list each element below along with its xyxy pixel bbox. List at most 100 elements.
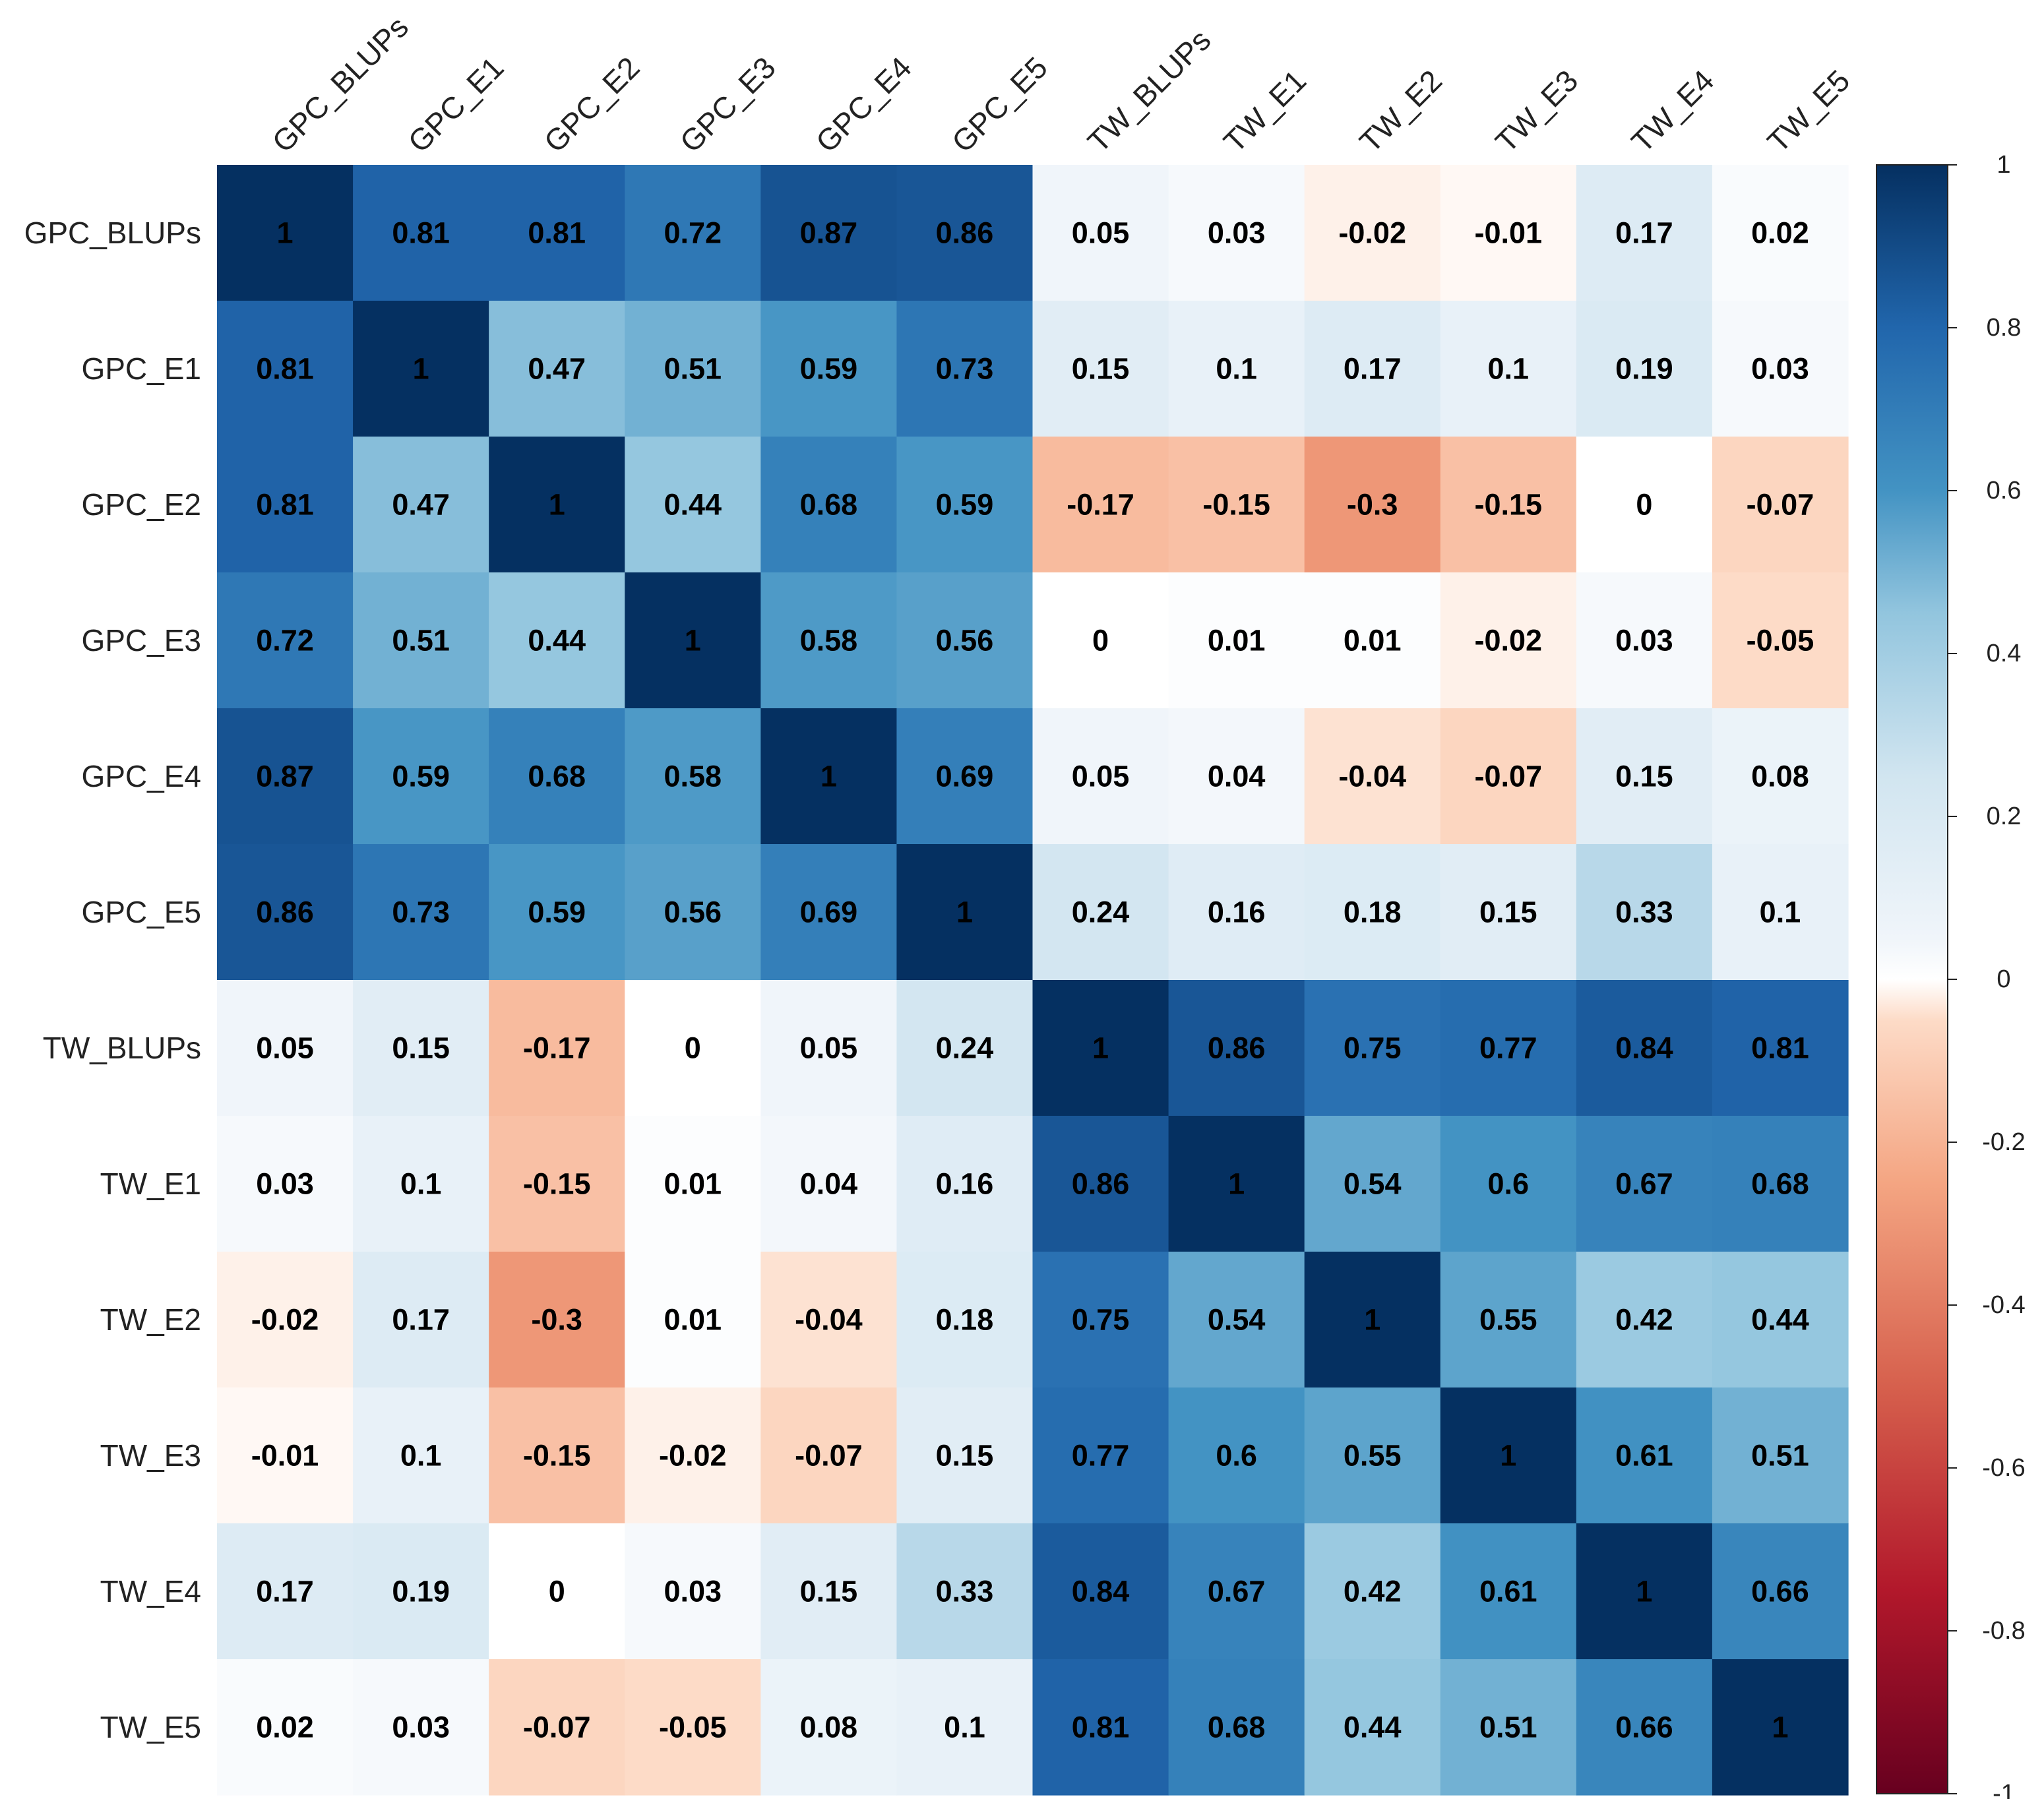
heatmap-cell [625,1387,761,1524]
heatmap-cell [1168,1523,1305,1660]
heatmap-cell [1712,572,1849,709]
heatmap-cell [1440,844,1577,981]
heatmap-cell-values: 1 0.81 0.81 0.72 0.87 0.86 0.05 0.03 -0.02 -0.01 0… [251,216,1814,1744]
cell-value-label: 0.59 [936,488,994,522]
heatmap-cell [1168,1659,1305,1796]
heatmap-cell [1576,844,1713,981]
heatmap-cell [1032,437,1169,573]
heatmap-cell [896,1659,1034,1796]
row-label: GPC_E1 [81,351,201,386]
heatmap-cell [1712,1252,1849,1388]
cell-value-label: 1 [549,488,565,522]
heatmap-cell [489,1116,625,1252]
heatmap-cell [353,572,489,709]
heatmap-cell [1168,165,1305,301]
cell-value-label: 0.01 [1344,624,1402,657]
cell-value-label: 0.33 [936,1575,994,1608]
cell-value-label: 1 [413,352,429,386]
heatmap-cell [1032,165,1169,301]
cell-value-label: 0.03 [1751,352,1809,386]
cell-value-label: 1 [1228,1167,1245,1201]
heatmap-cell [353,1659,489,1796]
cell-value-label: -0.01 [251,1439,319,1473]
cell-value-label: 0.08 [1751,760,1809,793]
column-label: TW_E4 [1625,63,1720,159]
heatmap-cell [353,1252,489,1388]
colorbar-tick-label: 0.4 [1987,640,2022,667]
heatmap-cell [353,1387,489,1524]
cell-value-label: 0.6 [1216,1439,1257,1473]
heatmap-cell [1304,1659,1441,1796]
colorbar-tick-label: -1 [1993,1780,2015,1799]
heatmap-cell [1712,980,1849,1116]
heatmap-cell [489,980,625,1116]
cell-value-label: -0.15 [523,1167,591,1201]
heatmap-cell [896,1523,1034,1660]
column-label: GPC_E1 [401,50,510,159]
cell-value-label: 0.17 [256,1575,314,1608]
heatmap-cell [353,980,489,1116]
heatmap-cell [1576,980,1713,1116]
cell-value-label: 0.66 [1615,1711,1673,1744]
heatmap-cell [353,165,489,301]
heatmap-cell [1440,980,1577,1116]
cell-value-label: 0.1 [1216,352,1257,386]
cell-value-label: 0.1 [1760,896,1801,929]
cell-value-label: -0.15 [1202,488,1270,522]
heatmap-cell [353,1116,489,1252]
colorbar-tick-label: -0.6 [1982,1454,2025,1482]
heatmap-cell [1304,844,1441,981]
cell-value-label: -0.02 [251,1303,319,1337]
heatmap-cell [625,708,761,845]
cell-value-label: 0.15 [1615,760,1673,793]
row-label: GPC_E4 [81,759,201,793]
heatmap-cell [1168,708,1305,845]
cell-value-label: 0.87 [256,760,314,793]
heatmap-cell [625,165,761,301]
heatmap-cell [760,437,898,573]
heatmap-cell [1576,1387,1713,1524]
heatmap-cell [1304,980,1441,1116]
column-label: GPC_E4 [809,50,918,159]
heatmap-cell [1304,572,1441,709]
heatmap-cell [1440,165,1577,301]
heatmap-cell [625,1659,761,1796]
cell-value-label: 0.67 [1208,1575,1266,1608]
cell-value-label: 0.17 [1344,352,1402,386]
cell-value-label: -0.07 [523,1711,591,1744]
cell-value-label: 0.81 [1072,1711,1130,1744]
row-label: TW_E2 [100,1302,201,1337]
cell-value-label: 0.02 [256,1711,314,1744]
cell-value-label: 0 [1092,624,1109,657]
cell-value-label: 0.44 [664,488,722,522]
cell-value-label: 0.69 [936,760,994,793]
cell-value-label: 0.81 [256,352,314,386]
cell-value-label: 0.86 [256,896,314,929]
heatmap-cell [217,980,354,1116]
cell-value-label: 0.67 [1615,1167,1673,1201]
cell-value-label: 0.59 [528,896,586,929]
cell-value-label: -0.02 [1475,624,1543,657]
heatmap-cell [217,165,354,301]
cell-value-label: 0.68 [1208,1711,1266,1744]
cell-value-label: 0.84 [1072,1575,1130,1608]
cell-value-label: 0 [1636,488,1652,522]
cell-value-label: 0 [549,1575,565,1608]
cell-value-label: -0.01 [1475,216,1543,250]
cell-value-label: -0.05 [1747,624,1814,657]
colorbar-tick-label: 0.2 [1987,803,2022,830]
cell-value-label: 0.75 [1344,1031,1402,1065]
cell-value-label: 0.24 [936,1031,994,1065]
heatmap-cell [1168,1387,1305,1524]
cell-value-label: -0.17 [1067,488,1134,522]
column-label: GPC_E3 [673,50,782,159]
cell-value-label: 0.54 [1208,1303,1266,1337]
heatmap-cell [489,708,625,845]
heatmap-cell [1032,572,1169,709]
heatmap-cell [760,1387,898,1524]
cell-value-label: -0.04 [795,1303,863,1337]
heatmap-cell [217,1523,354,1660]
cell-value-label: 0.44 [1751,1303,1809,1337]
heatmap-cell [1032,1659,1169,1796]
